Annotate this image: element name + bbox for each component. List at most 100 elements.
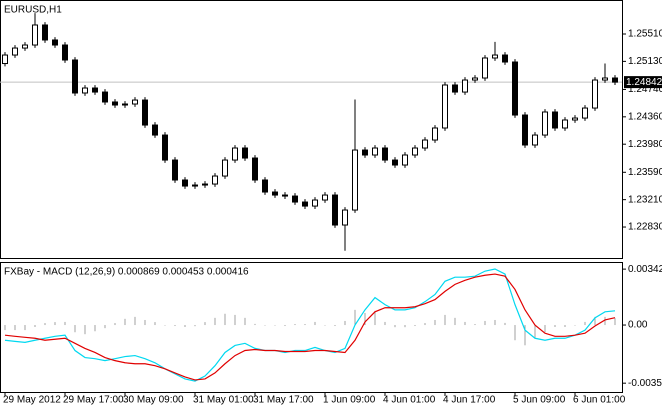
- x-tick-label: 29 May 17:00: [63, 395, 124, 406]
- candle-body: [392, 159, 398, 166]
- histogram-bar: [224, 313, 226, 326]
- price-panel: 1.25510 1.25130 1.24740 1.24360 1.23980 1.235…: [0, 13, 662, 251]
- candle-body: [562, 119, 568, 129]
- histogram-bar: [464, 321, 466, 326]
- histogram-bar: [14, 325, 16, 331]
- candle-body: [572, 117, 578, 121]
- candle-body: [362, 149, 368, 156]
- x-tick-label: 4 Jun 17:00: [443, 395, 496, 406]
- histogram-bar: [134, 316, 136, 326]
- candle-body: [252, 157, 258, 181]
- candle-body: [222, 159, 228, 177]
- x-tick-label: 30 May 09:00: [123, 395, 184, 406]
- x-tick-label: 29 May 2012: [3, 395, 61, 406]
- x-tick-label: 5 Jun 09:00: [513, 395, 566, 406]
- candle-body: [482, 57, 488, 79]
- histogram-bar: [424, 323, 426, 326]
- candle-body: [322, 194, 328, 201]
- candle-body: [342, 209, 348, 226]
- histogram-bar: [554, 325, 556, 327]
- histogram-bar: [314, 321, 316, 326]
- histogram-bar: [494, 319, 496, 326]
- histogram-bar: [264, 325, 266, 326]
- histogram-bar: [4, 325, 6, 331]
- symbol-label: EURUSD,H1: [4, 5, 62, 16]
- histogram-bar: [304, 324, 306, 326]
- candle-body: [152, 124, 158, 136]
- histogram-bar: [394, 325, 396, 328]
- histogram-bar: [384, 321, 386, 326]
- candle-body: [452, 84, 458, 93]
- candle-body: [502, 54, 508, 63]
- indicator-line: [4, 273, 616, 381]
- y-tick-label: 1.22830: [628, 222, 662, 233]
- histogram-bar: [344, 320, 346, 326]
- y-tick-label: 1.24360: [628, 111, 662, 122]
- x-tick-label: 4 Jun 01:00: [383, 395, 436, 406]
- histogram-bar: [274, 325, 276, 326]
- histogram-bar: [144, 319, 146, 326]
- histogram-bar: [454, 317, 456, 326]
- histogram-bar: [184, 325, 186, 327]
- histogram-bar: [34, 325, 36, 327]
- indicator-label: FXBay - MACD (12,26,9) 0.000869 0.000453…: [4, 267, 249, 278]
- candle-body: [582, 107, 588, 119]
- candle-body: [52, 39, 58, 46]
- candle-body: [332, 194, 338, 226]
- histogram-bar: [374, 310, 376, 326]
- candle-body: [312, 199, 318, 207]
- candle-body: [602, 77, 608, 81]
- candle-body: [232, 147, 238, 161]
- candle-body: [292, 195, 298, 203]
- histogram-bar: [174, 325, 176, 327]
- histogram-bar: [244, 317, 246, 326]
- histogram-bar: [64, 321, 66, 326]
- candle-body: [162, 134, 168, 161]
- candle-body: [212, 175, 218, 185]
- histogram-bar: [604, 316, 606, 326]
- histogram-bar: [334, 325, 336, 327]
- candle-body: [12, 47, 18, 56]
- candle-body: [592, 79, 598, 109]
- candle-body: [192, 184, 198, 187]
- histogram-bar: [524, 325, 526, 346]
- candle-body: [82, 87, 88, 94]
- candle-body: [22, 44, 28, 49]
- x-tick-label: 1 Jun 09:00: [323, 395, 376, 406]
- histogram-bar: [254, 323, 256, 326]
- indicator-line: [4, 268, 616, 382]
- candle-body: [2, 54, 8, 65]
- current-price-box: [624, 76, 662, 89]
- histogram-bar: [24, 325, 26, 331]
- histogram-bar: [354, 309, 356, 326]
- candle-body: [522, 114, 528, 146]
- histogram-bar: [594, 316, 596, 326]
- y-tick-label: 1.24740: [628, 84, 662, 95]
- candle-body: [532, 134, 538, 146]
- candle-body: [92, 87, 98, 93]
- histogram-bar: [474, 324, 476, 326]
- candle-body: [442, 84, 448, 129]
- candle-body: [492, 54, 498, 59]
- candle-body: [112, 101, 118, 106]
- candle-body: [122, 103, 128, 106]
- candle-body: [372, 147, 378, 156]
- y-tick-label: 1.25130: [628, 56, 662, 67]
- histogram-bar: [164, 325, 166, 326]
- histogram-bar: [544, 325, 546, 333]
- histogram-bar: [124, 318, 126, 326]
- y-tick-label: -0.00356: [628, 378, 662, 389]
- candle-body: [612, 77, 618, 83]
- candle-body: [472, 77, 478, 81]
- x-tick-label: 6 Jun 01:00: [573, 395, 626, 406]
- histogram-bar: [364, 312, 366, 326]
- histogram-bar: [404, 325, 406, 328]
- histogram-bar: [514, 325, 516, 341]
- y-tick-label: 1.23210: [628, 194, 662, 205]
- macd-panel-frame: [0, 262, 623, 393]
- x-tick-label: 31 May 01:00: [193, 395, 254, 406]
- histogram-bar: [504, 322, 506, 326]
